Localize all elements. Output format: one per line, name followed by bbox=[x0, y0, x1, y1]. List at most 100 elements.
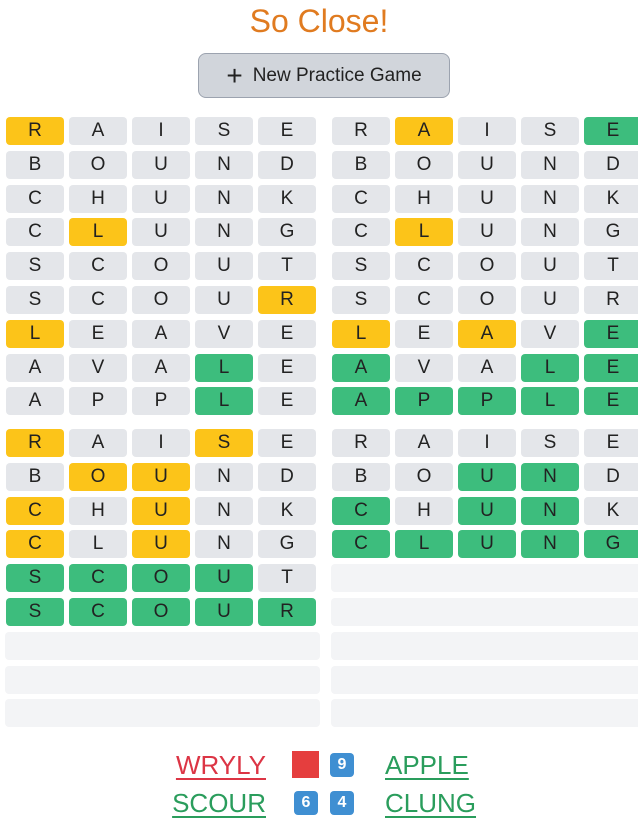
letter-tile: U bbox=[195, 598, 253, 626]
guess-count-badge: 4 bbox=[330, 791, 354, 815]
letter-tile: E bbox=[584, 429, 638, 457]
letter-tile: U bbox=[458, 496, 516, 525]
letter-tile: C bbox=[395, 286, 453, 314]
empty-row bbox=[331, 598, 638, 626]
letter-tile: U bbox=[521, 286, 579, 314]
letter-tile: T bbox=[258, 564, 316, 593]
letter-tile: C bbox=[332, 218, 390, 247]
letter-tile: I bbox=[458, 429, 516, 457]
letter-tile: A bbox=[6, 387, 64, 416]
letter-tile: E bbox=[69, 319, 127, 348]
guess-count-badge: 9 bbox=[330, 753, 354, 777]
letter-tile: O bbox=[132, 564, 190, 593]
answer-word: CLUNG bbox=[385, 788, 477, 818]
letter-tile: U bbox=[195, 286, 253, 314]
letter-tile: O bbox=[395, 462, 453, 491]
letter-tile: A bbox=[132, 319, 190, 348]
letter-tile: C bbox=[69, 598, 127, 626]
letter-tile: O bbox=[69, 462, 127, 491]
letter-tile: S bbox=[332, 286, 390, 314]
letter-tile: U bbox=[132, 530, 190, 559]
letter-tile: S bbox=[6, 252, 64, 281]
new-game-button[interactable]: + New Practice Game bbox=[198, 53, 450, 98]
guess-count-badge: 6 bbox=[294, 791, 318, 815]
letter-tile: U bbox=[458, 184, 516, 213]
letter-tile: L bbox=[521, 387, 579, 416]
letter-tile: V bbox=[69, 353, 127, 382]
letter-tile: N bbox=[521, 496, 579, 525]
letter-tile: C bbox=[332, 496, 390, 525]
empty-row bbox=[331, 564, 638, 593]
letter-tile: R bbox=[258, 286, 316, 314]
letter-tile: U bbox=[521, 252, 579, 281]
empty-row bbox=[331, 699, 638, 728]
letter-tile: N bbox=[195, 184, 253, 213]
letter-tile: N bbox=[521, 530, 579, 559]
letter-tile: S bbox=[332, 252, 390, 281]
letter-tile: N bbox=[195, 496, 253, 525]
letter-tile: A bbox=[332, 387, 390, 416]
empty-row bbox=[331, 665, 638, 694]
letter-tile: I bbox=[458, 117, 516, 145]
letter-tile: E bbox=[258, 429, 316, 457]
letter-tile: D bbox=[584, 462, 638, 491]
letter-tile: N bbox=[195, 530, 253, 559]
letter-tile: O bbox=[458, 286, 516, 314]
letter-tile: A bbox=[395, 117, 453, 145]
letter-tile: U bbox=[132, 150, 190, 179]
letter-tile: C bbox=[395, 252, 453, 281]
letter-tile: E bbox=[584, 387, 638, 416]
letter-tile: I bbox=[132, 429, 190, 457]
letter-tile: K bbox=[258, 184, 316, 213]
letter-tile: L bbox=[195, 387, 253, 416]
letter-tile: C bbox=[69, 564, 127, 593]
letter-tile: E bbox=[258, 319, 316, 348]
letter-tile: D bbox=[258, 150, 316, 179]
letter-tile: E bbox=[258, 353, 316, 382]
letter-tile: U bbox=[458, 150, 516, 179]
letter-tile: V bbox=[395, 353, 453, 382]
letter-tile: N bbox=[521, 184, 579, 213]
letter-tile: A bbox=[69, 117, 127, 145]
letter-tile: U bbox=[132, 218, 190, 247]
letter-tile: D bbox=[584, 150, 638, 179]
letter-tile: R bbox=[584, 286, 638, 314]
letter-tile: U bbox=[132, 496, 190, 525]
letter-tile: L bbox=[6, 319, 64, 348]
letter-tile: L bbox=[195, 353, 253, 382]
letter-tile: U bbox=[458, 530, 516, 559]
letter-tile: C bbox=[6, 218, 64, 247]
button-label: New Practice Game bbox=[252, 64, 422, 86]
letter-tile: B bbox=[6, 150, 64, 179]
letter-tile: C bbox=[6, 184, 64, 213]
empty-row bbox=[5, 699, 320, 728]
letter-tile: N bbox=[521, 150, 579, 179]
answer-word: SCOUR bbox=[172, 788, 266, 818]
letter-tile: B bbox=[332, 150, 390, 179]
letter-tile: U bbox=[195, 252, 253, 281]
letter-tile: P bbox=[132, 387, 190, 416]
letter-tile: U bbox=[458, 462, 516, 491]
letter-tile: A bbox=[395, 429, 453, 457]
letter-tile: U bbox=[132, 462, 190, 491]
letter-tile: A bbox=[458, 353, 516, 382]
letter-tile: T bbox=[258, 252, 316, 281]
letter-tile: O bbox=[132, 252, 190, 281]
letter-tile: S bbox=[6, 564, 64, 593]
letter-tile: U bbox=[132, 184, 190, 213]
letter-tile: G bbox=[258, 218, 316, 247]
letter-tile: A bbox=[6, 353, 64, 382]
letter-tile: D bbox=[258, 462, 316, 491]
letter-tile: G bbox=[584, 530, 638, 559]
letter-tile: P bbox=[69, 387, 127, 416]
letter-tile: A bbox=[332, 353, 390, 382]
title: So Close! bbox=[249, 3, 389, 39]
letter-tile: G bbox=[584, 218, 638, 247]
letter-tile: R bbox=[332, 117, 390, 145]
letter-tile: S bbox=[195, 429, 253, 457]
letter-tile: B bbox=[6, 462, 64, 491]
letter-tile: L bbox=[332, 319, 390, 348]
letter-tile: R bbox=[258, 598, 316, 626]
letter-tile: A bbox=[69, 429, 127, 457]
